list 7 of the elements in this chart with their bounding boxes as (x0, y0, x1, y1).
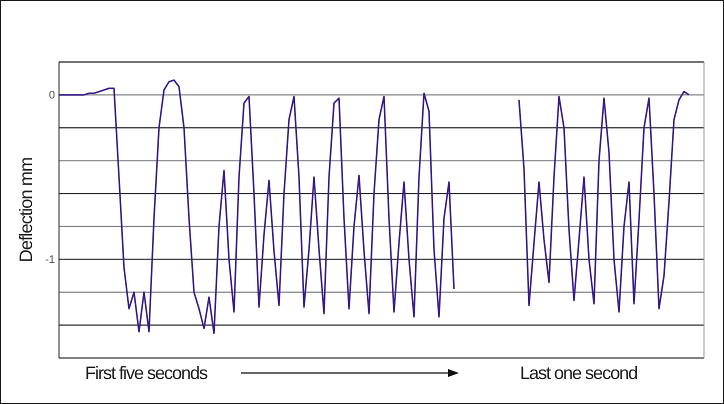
y-tick-label: 0 (48, 89, 55, 102)
line-series (58, 79, 455, 334)
text: First five seconds (85, 363, 208, 383)
line-series (518, 90, 690, 313)
y-axis-title: Deflection mm (16, 158, 36, 262)
text: Last one second (520, 363, 638, 383)
y-tick-label: -1 (45, 254, 55, 266)
